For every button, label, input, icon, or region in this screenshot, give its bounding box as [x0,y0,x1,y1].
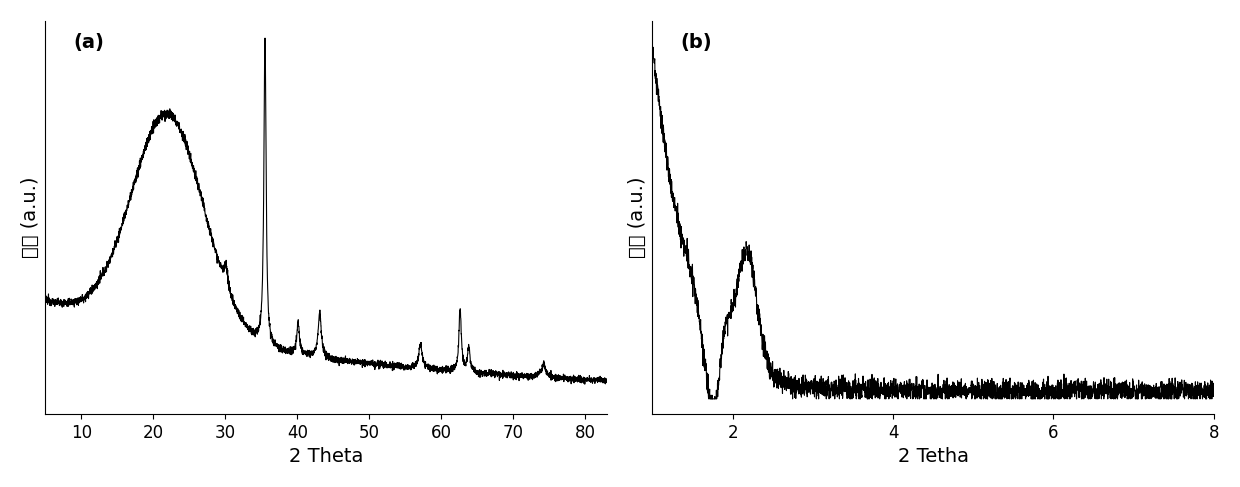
Text: (b): (b) [681,33,712,52]
Text: (a): (a) [73,33,104,52]
Y-axis label: 强度 (a.u.): 强度 (a.u.) [627,177,647,258]
X-axis label: 2 Theta: 2 Theta [289,447,363,466]
X-axis label: 2 Tetha: 2 Tetha [898,447,968,466]
Y-axis label: 强度 (a.u.): 强度 (a.u.) [21,177,40,258]
